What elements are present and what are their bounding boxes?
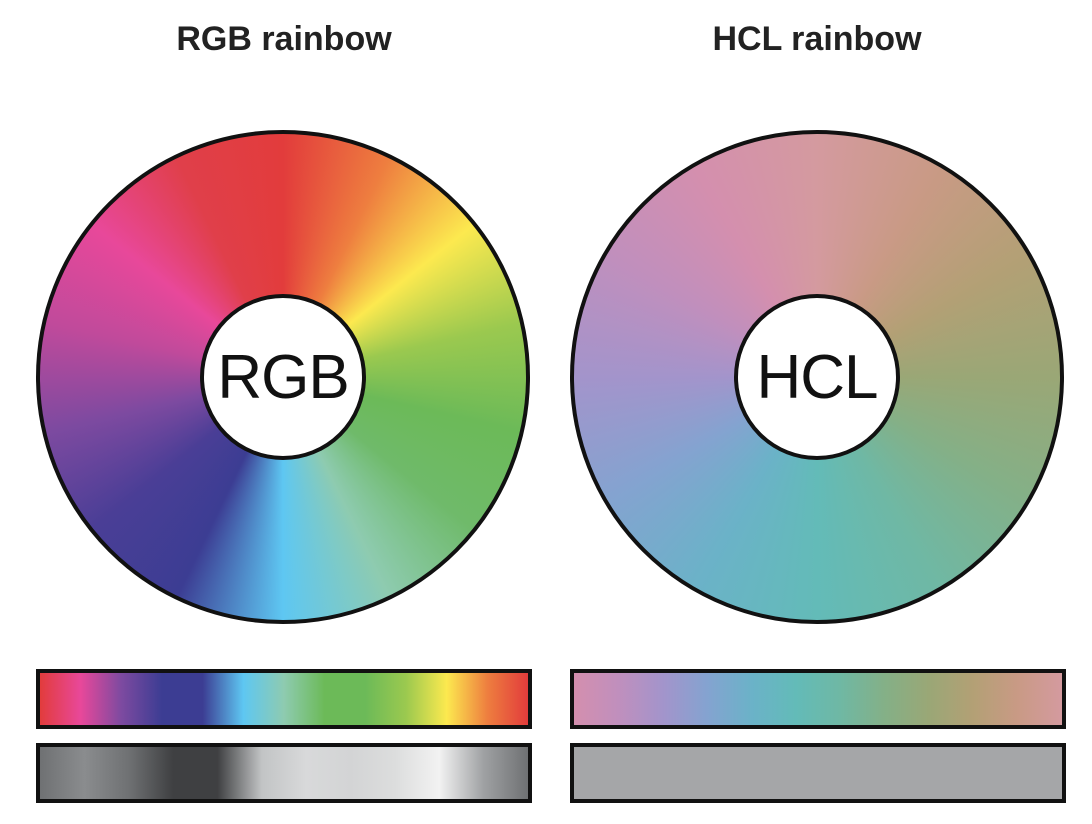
rgb-hub-label: RGB	[200, 294, 366, 460]
panel-title-rgb: RGB rainbow	[176, 20, 392, 58]
rgb-color-bar	[36, 669, 532, 729]
rgb-color-wheel: RGB	[36, 130, 530, 624]
hcl-color-bar	[570, 669, 1066, 729]
hcl-color-wheel: HCL	[570, 130, 1064, 624]
hcl-grayscale-bar	[570, 743, 1066, 803]
hcl-hub-label: HCL	[734, 294, 900, 460]
panel-title-hcl: HCL rainbow	[712, 20, 922, 58]
rgb-grayscale-bar	[36, 743, 532, 803]
rgb-wheel-container: RGB	[36, 130, 530, 624]
hcl-wheel-container: HCL	[570, 130, 1064, 624]
